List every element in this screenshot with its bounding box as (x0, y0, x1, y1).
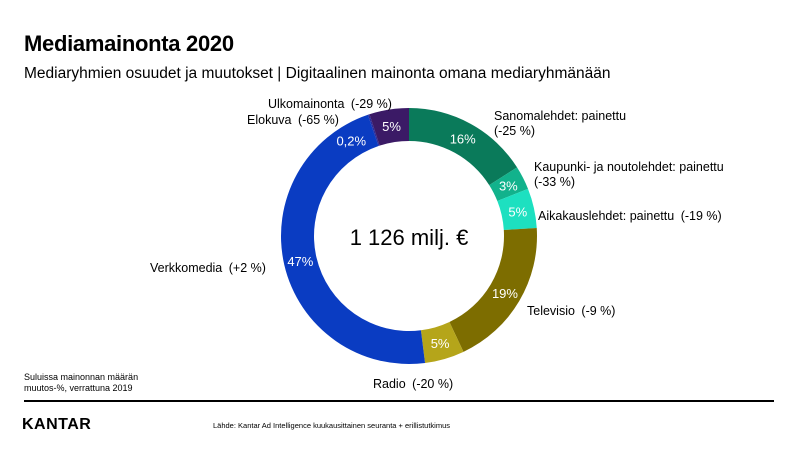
donut-slice-3 (449, 227, 537, 352)
slice-value-label-0: 16% (450, 131, 476, 146)
label-verkkomedia: Verkkomedia (+2 %) (150, 261, 266, 275)
donut-center-total: 1 126 milj. € (350, 225, 469, 250)
donut-slice-2 (497, 188, 537, 231)
footer-divider (24, 400, 774, 402)
slice-value-label-1: 3% (499, 178, 518, 193)
slice-value-label-7: 5% (382, 119, 401, 134)
slice-value-label-2: 5% (508, 205, 527, 220)
slice-value-label-4: 5% (431, 336, 450, 351)
kantar-logo: KANTAR (22, 416, 92, 433)
label-sanomalehdet: Sanomalehdet: painettu (-25 %) (494, 109, 630, 138)
footnote: Suluissa mainonnan määrän muutos-%, verr… (24, 372, 139, 393)
donut-slice-5 (281, 114, 426, 364)
slice-value-label-6: 0,2% (336, 134, 366, 149)
donut-slice-4 (420, 321, 464, 363)
slice-value-label-5: 47% (287, 254, 313, 269)
source-note: Lähde: Kantar Ad Intelligence kuukausitt… (213, 421, 451, 430)
page-title: Mediamainonta 2020 (24, 31, 234, 56)
label-aikakauslehdet: Aikakauslehdet: painettu (-19 %) (538, 209, 722, 223)
label-ulkomainonta: Ulkomainonta (-29 %) (268, 97, 392, 111)
label-radio: Radio (-20 %) (373, 377, 453, 391)
label-elokuva: Elokuva (-65 %) (247, 113, 339, 127)
label-televisio: Televisio (-9 %) (527, 304, 615, 318)
donut-slice-1 (489, 167, 529, 202)
donut-slice-7 (369, 108, 409, 146)
donut-slice-0 (409, 108, 518, 186)
slice-value-label-3: 19% (492, 286, 518, 301)
donut-slice-6 (367, 114, 380, 147)
label-kaupunkilehdet: Kaupunki- ja noutolehdet: painettu (-33 … (534, 160, 727, 189)
page-subtitle: Mediaryhmien osuudet ja muutokset | Digi… (24, 65, 611, 82)
